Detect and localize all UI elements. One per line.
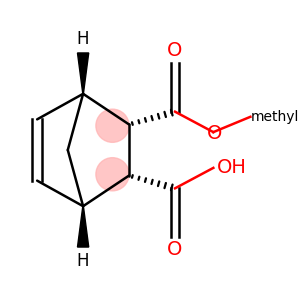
Text: methyl: methyl bbox=[250, 110, 299, 124]
Text: OH: OH bbox=[217, 158, 247, 177]
Polygon shape bbox=[77, 53, 89, 94]
Text: H: H bbox=[77, 252, 89, 270]
Text: H: H bbox=[77, 30, 89, 48]
Text: O: O bbox=[167, 240, 183, 259]
Text: O: O bbox=[167, 41, 183, 60]
Circle shape bbox=[96, 158, 129, 191]
Polygon shape bbox=[77, 206, 89, 247]
Circle shape bbox=[96, 109, 129, 142]
Text: O: O bbox=[207, 124, 222, 143]
